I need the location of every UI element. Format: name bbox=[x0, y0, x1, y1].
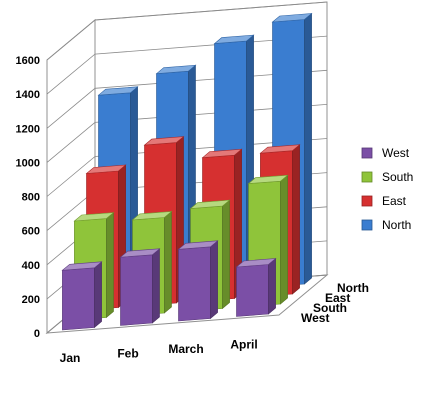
depth-tick-label: North bbox=[337, 281, 369, 295]
x-tick-label: March bbox=[168, 342, 203, 356]
bar-top bbox=[97, 86, 139, 96]
bar-front bbox=[62, 267, 95, 331]
legend-swatch bbox=[361, 219, 373, 231]
y-tick-label: 1000 bbox=[16, 157, 40, 169]
bar-side bbox=[280, 174, 288, 305]
legend-label: East bbox=[382, 194, 407, 208]
depth-tick-label: West bbox=[301, 311, 329, 325]
depth-tick-label: South bbox=[313, 301, 347, 315]
bar-top bbox=[177, 240, 219, 250]
y-tick-label: 0 bbox=[34, 328, 40, 340]
bar-side bbox=[304, 12, 312, 285]
legend-swatch bbox=[361, 171, 373, 183]
bar-top bbox=[73, 212, 115, 222]
bar-top bbox=[235, 258, 277, 268]
bar-side bbox=[106, 211, 114, 319]
bar-side bbox=[268, 257, 276, 315]
bar-top bbox=[61, 261, 103, 271]
bar-side bbox=[94, 261, 102, 329]
legend: West South East North bbox=[361, 146, 413, 232]
bar-west-feb bbox=[119, 248, 161, 326]
x-tick-label: April bbox=[230, 337, 257, 351]
bar-west-jan bbox=[61, 261, 103, 331]
bar-side bbox=[210, 240, 218, 320]
legend-item: South bbox=[361, 170, 413, 184]
y-tick-label: 600 bbox=[22, 226, 40, 238]
gridline bbox=[46, 1, 328, 61]
bar-top bbox=[247, 174, 289, 184]
legend-label: North bbox=[382, 218, 411, 232]
bar-top bbox=[119, 248, 161, 258]
bar-top bbox=[189, 199, 231, 209]
y-tick-label: 1600 bbox=[16, 55, 40, 67]
depth-tick-label: East bbox=[325, 291, 350, 305]
y-tick-label: 200 bbox=[22, 294, 40, 306]
bar-side bbox=[292, 144, 300, 295]
bar-front bbox=[120, 254, 153, 326]
y-tick-label: 1400 bbox=[16, 89, 40, 101]
bar-top bbox=[201, 148, 243, 159]
bar-side bbox=[222, 199, 230, 310]
x-axis-labels: Jan Feb March April bbox=[60, 337, 258, 365]
bar-front bbox=[178, 246, 211, 322]
x-tick-label: Jan bbox=[60, 351, 81, 365]
bar-top bbox=[213, 34, 255, 44]
bar-west-march bbox=[177, 240, 219, 322]
bar-west-april bbox=[235, 257, 277, 317]
legend-item: North bbox=[361, 218, 411, 232]
bar-top bbox=[155, 64, 197, 75]
x-tick-label: Feb bbox=[117, 346, 138, 360]
bar-top bbox=[271, 13, 313, 23]
legend-swatch bbox=[361, 147, 373, 159]
legend-item: West bbox=[361, 146, 410, 160]
bar-top bbox=[85, 164, 127, 174]
bar-top bbox=[131, 211, 173, 221]
bar-top bbox=[259, 144, 301, 154]
legend-item: East bbox=[361, 194, 407, 208]
bar-side bbox=[152, 248, 160, 324]
y-tick-label: 800 bbox=[22, 192, 40, 204]
legend-label: West bbox=[382, 146, 410, 160]
bar-top bbox=[143, 136, 185, 146]
legend-label: South bbox=[382, 170, 413, 184]
bar-side bbox=[164, 210, 172, 314]
y-tick-label: 1200 bbox=[16, 123, 40, 135]
y-tick-label: 400 bbox=[22, 260, 40, 272]
bar-front bbox=[236, 264, 269, 317]
bars bbox=[61, 12, 313, 331]
legend-swatch bbox=[361, 195, 373, 207]
